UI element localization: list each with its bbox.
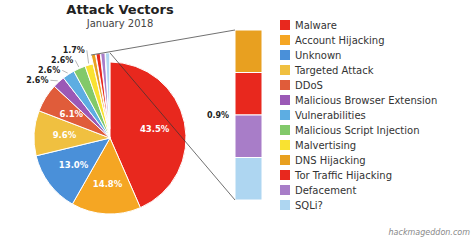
legend-label: SQLi? [295,200,323,211]
legend-swatch [280,20,290,30]
pie-slice [101,53,110,129]
background [0,0,474,239]
legend-label: Defacement [295,185,356,196]
zoom-slice [235,30,262,73]
legend-label: Malicious Browser Extension [295,95,437,106]
annotation: 0.9% [207,111,229,120]
zoom-connector [110,53,235,200]
legend-label: Targeted Attack [294,65,374,76]
watermark: hackmageddon.com [389,228,471,237]
legend-label: Account Hijacking [295,35,385,46]
data-label: 1.7% [63,46,85,55]
pie-slice [105,53,109,129]
leader-line [50,80,57,81]
legend-label: Malicious Script Injection [295,125,420,136]
data-label: 2.6% [51,56,73,65]
zoom-slice [235,115,262,158]
zoom-slice [235,158,262,201]
legend-swatch [280,35,290,45]
zoom-slice [235,73,262,116]
data-label: 2.6% [26,76,48,85]
legend-swatch [280,65,290,75]
data-labels: 43.5%14.8%13.0%9.6%6.1%1.7%2.6%2.6%2.6% [26,46,170,189]
legend-label: Vulnerabilities [295,110,366,121]
legend-swatch [280,155,290,165]
zoom-connector [91,30,235,55]
data-label: 9.6% [53,130,77,140]
legend-label: DDoS [295,80,323,91]
data-label: 14.8% [93,179,123,189]
legend-label: DNS Hijacking [295,155,366,166]
legend-label: Unknown [295,50,341,61]
pie [34,53,186,214]
legend-swatch [280,140,290,150]
leader-line [62,70,67,73]
data-label: 2.6% [38,66,60,75]
leader-line [87,50,89,63]
legend-swatch [280,50,290,60]
data-label: 6.1% [60,109,84,119]
legend-swatch [280,200,290,210]
legend-label: Malware [295,20,337,31]
legend-swatch [280,95,290,105]
legend-label: Malvertising [295,140,356,151]
legend-swatch [280,80,290,90]
legend-swatch [280,110,290,120]
legend-swatch [280,185,290,195]
legend-swatch [280,125,290,135]
leader-line [75,60,79,67]
data-label: 43.5% [140,124,170,134]
zoom-box: 0.9% [91,30,262,200]
legend-label: Tor Traffic Hijacking [294,170,392,181]
chart: Attack VectorsJanuary 2018 43.5% 14.8% 13.0… [0,0,474,239]
title: Attack Vectors [66,2,174,17]
legend: Malware Account Hijacking Unknown Targeted … [280,20,437,211]
legend-swatch [280,170,290,180]
subtitle: January 2018 [86,18,154,29]
data-label: 13.0% [59,160,89,170]
